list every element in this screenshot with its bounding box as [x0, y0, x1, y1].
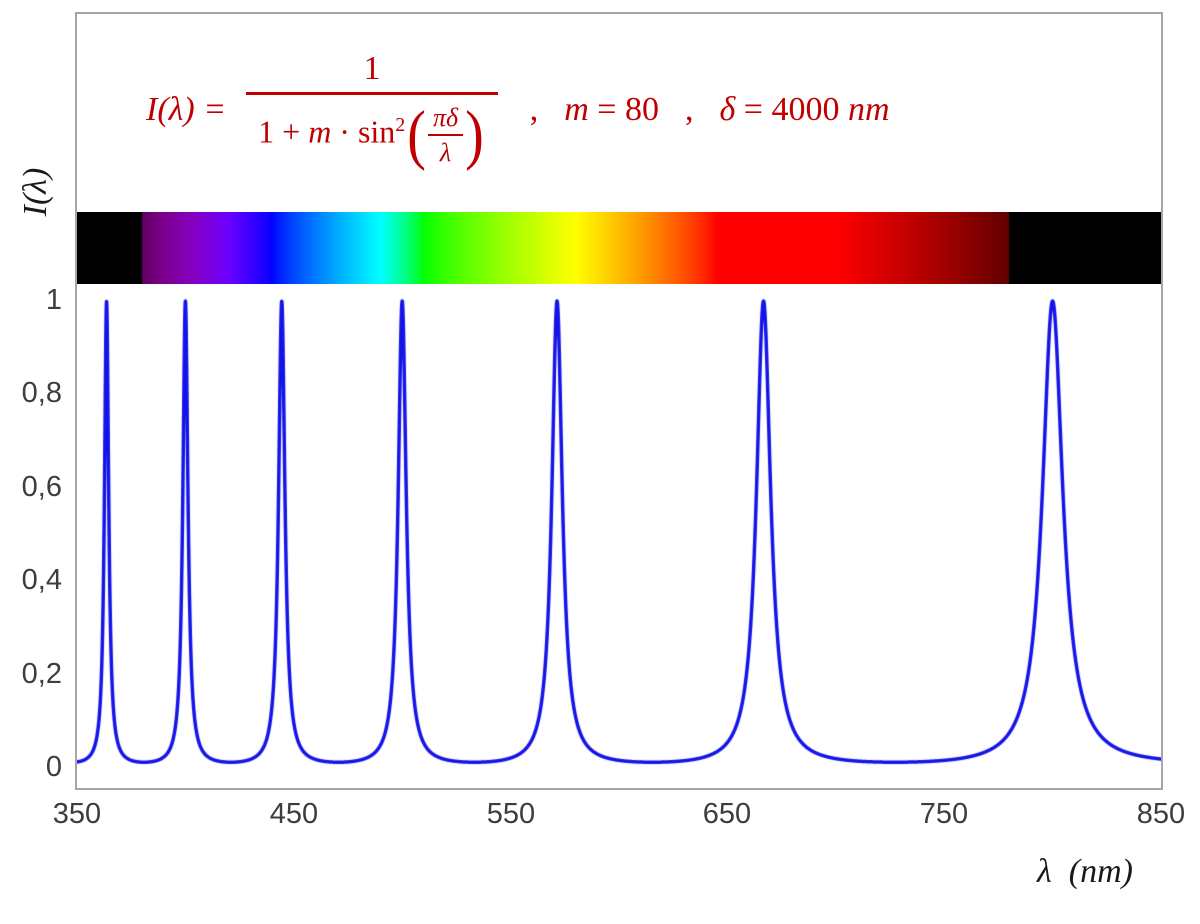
param-m-variable: m [564, 91, 589, 129]
param-m: m = 80 [564, 91, 659, 129]
fraction-numerator: 1 [363, 50, 381, 87]
formula-lhs: I(λ) = [146, 91, 227, 129]
x-tick-label: 550 [486, 798, 536, 830]
fraction-denominator: 1 + m · sin2(πδ λ) [246, 92, 498, 170]
x-axis-title: λ (nm) [1037, 853, 1133, 890]
param-delta-variable: δ [719, 91, 736, 129]
x-tick-label: 850 [1136, 798, 1186, 830]
y-tick-label: 0,4 [21, 564, 62, 596]
main-fraction: 1 1 + m · sin2(πδ λ) [246, 50, 498, 170]
den-variable-m: m [308, 113, 332, 150]
y-tick-label: 0,6 [21, 471, 62, 503]
param-delta-value: = 4000 [735, 91, 848, 129]
x-tick-label: 750 [919, 798, 969, 830]
formula: I(λ) = 1 1 + m · sin2(πδ λ) , m = 80 , δ … [146, 50, 890, 170]
inner-fraction: πδ λ [427, 102, 464, 168]
y-tick-label: 0,2 [21, 658, 62, 690]
inner-denominator: λ [439, 138, 452, 168]
y-tick-label: 0 [45, 751, 62, 783]
x-tick-label: 350 [52, 798, 102, 830]
separator-comma: , [529, 91, 539, 129]
param-delta: δ = 4000 nm [719, 91, 889, 129]
intensity-curve [77, 286, 1161, 788]
den-text: 1 + [258, 113, 309, 150]
x-tick-label: 650 [702, 798, 752, 830]
x-tick-label: 450 [269, 798, 319, 830]
param-delta-unit: nm [847, 91, 890, 129]
left-paren: ( [407, 97, 426, 173]
den-exponent: 2 [395, 113, 406, 136]
den-sin: · sin [331, 113, 396, 150]
y-axis-title: I(λ) [17, 167, 54, 217]
spectrum-bar [77, 212, 1161, 284]
separator-comma: , [684, 91, 694, 129]
right-paren: ) [465, 97, 484, 173]
y-tick-label: 0,8 [21, 377, 62, 409]
param-m-value: = 80 [588, 91, 659, 129]
y-tick-label: 1 [45, 284, 62, 316]
inner-numerator: πδ [427, 102, 464, 137]
